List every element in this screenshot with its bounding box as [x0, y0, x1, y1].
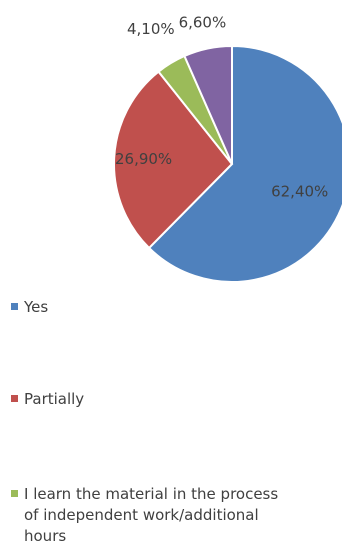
- data-label-partially: 26,90%: [115, 150, 172, 168]
- pie-slice-yes: [147, 44, 342, 283]
- pie-slice-partially: [113, 70, 234, 250]
- pie-slice-other: [183, 44, 233, 165]
- legend-label-yes: Yes: [24, 298, 49, 316]
- legend-label-partially: Partially: [24, 390, 85, 408]
- legend-item-partially: Partially: [11, 389, 294, 410]
- legend-swatch-partially: [11, 395, 18, 402]
- data-label-yes: 62,40%: [271, 182, 328, 200]
- pie-chart: 62,40% 26,90% 4,10% 6,60%: [113, 14, 342, 283]
- legend-swatch-yes: [11, 303, 18, 310]
- pie-data-labels: 62,40% 26,90% 4,10% 6,60%: [115, 14, 328, 201]
- data-label-independent-work: 4,10%: [127, 20, 175, 38]
- pie-slices: [113, 44, 342, 283]
- data-label-other: 6,60%: [179, 14, 227, 32]
- legend-label-independent-work: I learn the material in the process of i…: [24, 485, 279, 545]
- legend-item-independent-work: I learn the material in the process of i…: [11, 484, 294, 547]
- legend-item-yes: Yes: [11, 297, 294, 318]
- legend-swatch-independent-work: [11, 490, 18, 497]
